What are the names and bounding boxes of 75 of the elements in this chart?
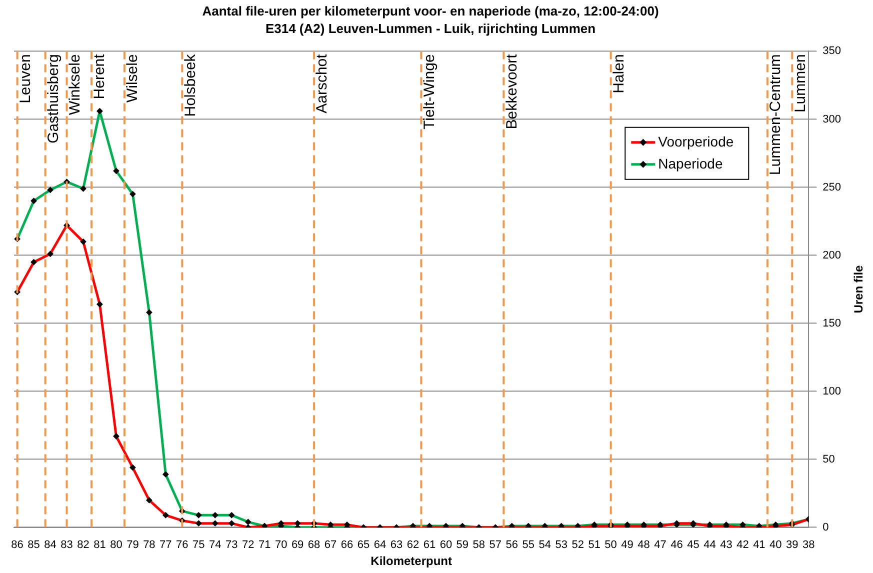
x-tick-label: 51	[588, 539, 600, 552]
y-tick-label: 0	[822, 521, 829, 534]
x-tick-label: 64	[374, 539, 386, 552]
ref-line-label: Gasthuisberg	[44, 54, 62, 144]
ref-line-label: Lummen	[792, 54, 809, 113]
x-tick-label: 81	[94, 539, 106, 552]
x-tick-label: 75	[192, 539, 205, 552]
x-tick-label: 69	[291, 539, 304, 552]
x-tick-label: 46	[670, 539, 683, 552]
y-tick-label: 300	[822, 113, 842, 126]
x-tick-label: 42	[736, 539, 749, 552]
x-tick-label: 77	[160, 539, 172, 552]
ref-line-label: Tielt-Winge	[420, 54, 438, 130]
x-tick-label: 66	[340, 539, 354, 552]
x-tick-label: 72	[242, 539, 254, 552]
x-tick-label: 79	[126, 539, 139, 552]
x-tick-label: 48	[638, 539, 650, 552]
x-tick-label: 63	[390, 539, 403, 552]
x-tick-label: 54	[538, 539, 551, 552]
x-tick-label: 45	[687, 539, 700, 552]
x-tick-label: 70	[274, 539, 288, 552]
x-tick-label: 53	[555, 539, 568, 552]
x-tick-label: 60	[440, 539, 452, 552]
x-tick-label: 59	[456, 539, 469, 552]
x-tick-label: 57	[489, 539, 502, 552]
x-tick-label: 43	[720, 539, 732, 552]
x-tick-label: 65	[357, 539, 370, 552]
ref-line-label: Winksele	[66, 54, 84, 116]
x-tick-label: 39	[786, 539, 798, 552]
chart-subtitle: E314 (A2) Leuven-Lummen - Luik, rijrichting Lummen	[265, 20, 596, 36]
x-tick-label: 50	[604, 539, 617, 552]
x-tick-label: 38	[802, 539, 815, 552]
x-tick-label: 47	[654, 539, 666, 552]
x-tick-label: 73	[225, 539, 238, 552]
x-tick-label: 58	[472, 539, 486, 552]
x-tick-label: 67	[324, 539, 337, 552]
x-tick-label: 80	[110, 539, 122, 552]
x-tick-label: 86	[11, 539, 24, 552]
x-tick-label: 78	[143, 539, 156, 552]
x-tick-label: 56	[506, 539, 518, 552]
x-tick-label: 41	[753, 539, 766, 552]
x-tick-label: 40	[770, 539, 782, 552]
y-tick-label: 50	[822, 453, 835, 466]
x-tick-label: 61	[423, 539, 436, 552]
x-axis-title: Kilometerpunt	[370, 554, 452, 568]
y-tick-label: 350	[822, 45, 842, 58]
ref-line-label: Bekkevoort	[503, 53, 520, 130]
y-tick-label: 100	[822, 385, 842, 398]
chart-title: Aantal file-uren per kilometerpunt voor- en naperiode (ma-zo, 12:00-24:00)	[202, 3, 659, 18]
x-tick-label: 68	[308, 539, 320, 552]
x-tick-label: 49	[621, 539, 634, 552]
ref-line-label: Aarschot	[314, 53, 331, 114]
x-tick-label: 83	[60, 539, 73, 552]
x-tick-label: 55	[522, 539, 534, 552]
ref-line-label: Lummen-Centrum	[767, 54, 784, 176]
ref-line-label: Holsbeek	[182, 54, 199, 117]
x-tick-label: 52	[572, 539, 584, 552]
y-axis-title: Uren file	[851, 264, 866, 314]
ref-line-label: Leuven	[16, 54, 34, 104]
ref-line-label: Wilsele	[124, 54, 142, 103]
x-tick-label: 44	[704, 539, 716, 552]
x-tick-label: 74	[209, 539, 222, 552]
x-tick-label: 62	[406, 539, 420, 552]
y-tick-label: 200	[822, 249, 842, 262]
x-tick-label: 82	[77, 539, 90, 552]
legend-label: Voorperiode	[658, 133, 734, 150]
x-tick-label: 76	[176, 539, 188, 552]
y-tick-label: 250	[822, 181, 842, 194]
ref-line-label: Halen	[610, 54, 628, 94]
x-tick-label: 71	[258, 539, 271, 552]
y-tick-label: 150	[822, 317, 842, 330]
x-tick-label: 84	[44, 539, 56, 552]
legend-label: Naperiode	[658, 155, 723, 172]
ref-line-label: Herent	[91, 53, 108, 100]
x-tick-label: 85	[28, 539, 40, 552]
